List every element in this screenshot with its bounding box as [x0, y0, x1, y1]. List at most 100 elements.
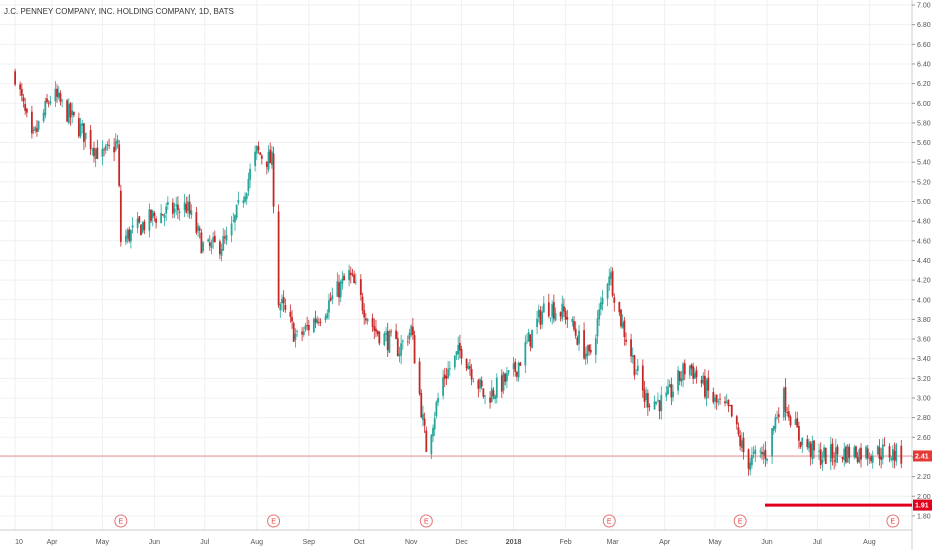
candle-body — [714, 397, 716, 402]
candle-body — [25, 108, 28, 113]
candle-body — [806, 439, 809, 448]
candle-body — [72, 111, 75, 116]
candle-body — [529, 334, 532, 347]
candle-body — [71, 110, 74, 116]
candle-body — [725, 401, 728, 403]
candle-body — [843, 448, 846, 461]
candle-body — [119, 190, 122, 242]
candle-body — [81, 123, 84, 126]
candle-body — [549, 317, 552, 319]
candle-body — [846, 445, 849, 463]
candle-body — [505, 372, 508, 381]
x-tick-label: 2018 — [506, 539, 522, 546]
candle-body — [163, 215, 166, 218]
candle-body — [495, 377, 498, 398]
candle-body — [467, 365, 470, 370]
candle-body — [712, 392, 715, 403]
y-tick-label: 1.80 — [917, 513, 931, 520]
candle-body — [410, 325, 413, 336]
candle-body — [190, 210, 193, 216]
candle-body — [813, 440, 815, 451]
candle-body — [220, 248, 223, 256]
candle-body — [138, 216, 141, 223]
candle-body — [564, 310, 567, 320]
candle-body — [22, 97, 25, 102]
candle-body — [641, 365, 644, 391]
candle-body — [218, 241, 221, 255]
candle-body — [677, 370, 679, 391]
candle-body — [277, 211, 280, 306]
candle-body — [338, 282, 340, 298]
candle-body — [469, 366, 471, 369]
candle-body — [363, 310, 366, 318]
candle-body — [766, 458, 768, 461]
candle-body — [786, 412, 789, 414]
candle-body — [648, 406, 651, 407]
candle-body — [739, 435, 742, 447]
candle-body — [259, 152, 262, 155]
candle-body — [302, 331, 305, 336]
candle-body — [608, 276, 611, 285]
candle-body — [453, 355, 456, 368]
candle-body — [776, 416, 778, 418]
candle-body — [868, 458, 871, 460]
candle-body — [56, 88, 58, 97]
candle-body — [893, 450, 896, 461]
candle-body — [79, 124, 82, 137]
candle-body — [517, 362, 520, 378]
candle-body — [512, 363, 515, 370]
candle-body — [821, 459, 824, 464]
candle-body — [77, 118, 80, 137]
candle-body — [242, 200, 245, 203]
y-tick-label: 6.20 — [917, 81, 931, 88]
candle-body — [465, 359, 468, 369]
candle-body — [500, 375, 503, 392]
candle-body — [291, 317, 293, 322]
candle-body — [680, 377, 683, 382]
candle-body — [594, 338, 597, 355]
candle-body — [197, 225, 199, 231]
candle-body — [244, 196, 246, 202]
candle-body — [772, 425, 775, 431]
candle-body — [621, 322, 624, 328]
candle-body — [292, 323, 295, 342]
candle-body — [289, 311, 292, 317]
candle-body — [799, 441, 802, 448]
candle-body — [563, 306, 565, 312]
candle-body — [764, 449, 767, 460]
candle-body — [547, 302, 550, 317]
x-tick-label: Aug — [863, 539, 876, 546]
candle-body — [633, 355, 636, 376]
candle-body — [183, 202, 186, 211]
y-tick-label: 2.00 — [917, 494, 931, 501]
candle-body — [489, 397, 491, 403]
candle-body — [103, 149, 105, 151]
candle-body — [754, 449, 757, 455]
candle-body — [255, 145, 258, 154]
candle-body — [153, 213, 156, 217]
candle-body — [437, 397, 439, 403]
candle-body — [225, 234, 228, 241]
candle-body — [296, 331, 298, 332]
candle-body — [304, 325, 307, 330]
candle-body — [314, 318, 317, 323]
earnings-marker-label: E — [738, 519, 743, 526]
candle-body — [727, 399, 730, 407]
y-tick-label: 3.20 — [917, 376, 931, 383]
candle-body — [537, 309, 540, 318]
candle-body — [635, 373, 638, 375]
candle-body — [576, 337, 579, 345]
candle-body — [44, 100, 47, 116]
earnings-marker-label: E — [891, 519, 896, 526]
candle-body — [37, 121, 40, 130]
candle-body — [430, 434, 433, 455]
candle-body — [208, 242, 211, 246]
y-tick-label: 5.40 — [917, 160, 931, 167]
candle-body — [623, 320, 626, 338]
earnings-marker-icon — [114, 514, 128, 528]
candle-body — [589, 349, 592, 353]
candle-body — [200, 232, 203, 254]
candle-body — [202, 242, 204, 252]
